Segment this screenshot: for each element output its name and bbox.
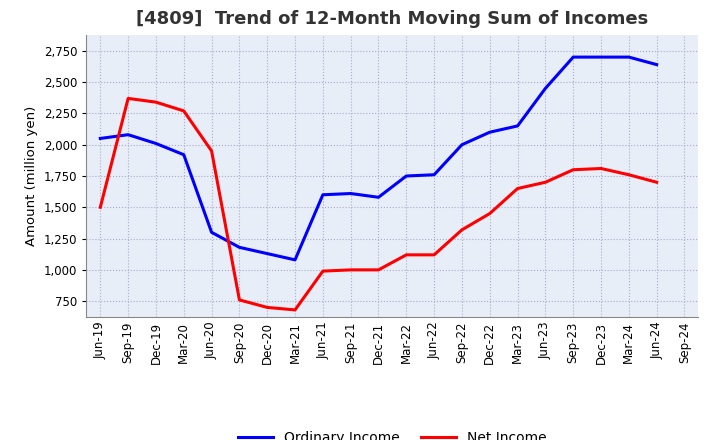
Net Income xyxy=(652,180,661,185)
Ordinary Income xyxy=(235,245,243,250)
Net Income xyxy=(541,180,550,185)
Title: [4809]  Trend of 12-Month Moving Sum of Incomes: [4809] Trend of 12-Month Moving Sum of I… xyxy=(136,10,649,28)
Ordinary Income xyxy=(597,55,606,60)
Ordinary Income xyxy=(541,86,550,91)
Ordinary Income xyxy=(263,251,271,256)
Ordinary Income xyxy=(402,173,410,179)
Line: Net Income: Net Income xyxy=(100,99,657,310)
Ordinary Income xyxy=(513,123,522,128)
Net Income xyxy=(597,166,606,171)
Net Income xyxy=(458,227,467,232)
Y-axis label: Amount (million yen): Amount (million yen) xyxy=(25,106,38,246)
Net Income xyxy=(96,205,104,210)
Net Income xyxy=(346,267,355,272)
Ordinary Income xyxy=(485,129,494,135)
Net Income xyxy=(291,307,300,312)
Ordinary Income xyxy=(152,141,161,146)
Line: Ordinary Income: Ordinary Income xyxy=(100,57,657,260)
Net Income xyxy=(179,108,188,114)
Ordinary Income xyxy=(624,55,633,60)
Net Income xyxy=(152,99,161,105)
Ordinary Income xyxy=(291,257,300,263)
Net Income xyxy=(624,172,633,177)
Ordinary Income xyxy=(318,192,327,198)
Legend: Ordinary Income, Net Income: Ordinary Income, Net Income xyxy=(233,425,552,440)
Net Income xyxy=(374,267,383,272)
Net Income xyxy=(318,268,327,274)
Ordinary Income xyxy=(430,172,438,177)
Ordinary Income xyxy=(346,191,355,196)
Net Income xyxy=(569,167,577,172)
Net Income xyxy=(513,186,522,191)
Net Income xyxy=(485,211,494,216)
Net Income xyxy=(430,252,438,257)
Net Income xyxy=(207,148,216,154)
Ordinary Income xyxy=(179,152,188,158)
Ordinary Income xyxy=(652,62,661,67)
Ordinary Income xyxy=(374,194,383,200)
Ordinary Income xyxy=(569,55,577,60)
Net Income xyxy=(402,252,410,257)
Net Income xyxy=(263,305,271,310)
Net Income xyxy=(124,96,132,101)
Net Income xyxy=(235,297,243,303)
Ordinary Income xyxy=(96,136,104,141)
Ordinary Income xyxy=(207,230,216,235)
Ordinary Income xyxy=(124,132,132,137)
Ordinary Income xyxy=(458,142,467,147)
